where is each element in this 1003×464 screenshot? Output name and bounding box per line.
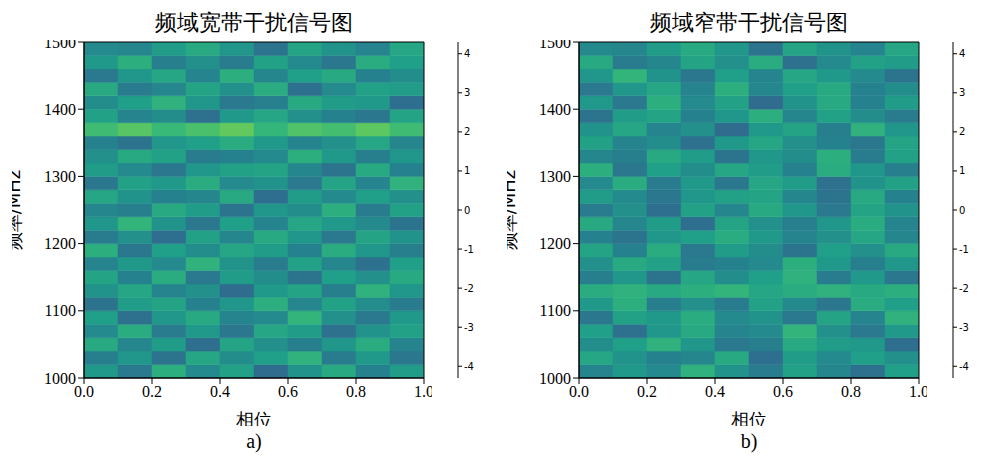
svg-text:1100: 1100 [45, 302, 76, 319]
svg-text:0.0: 0.0 [74, 383, 94, 400]
svg-text:1500: 1500 [44, 40, 76, 51]
svg-text:1200: 1200 [44, 235, 76, 252]
svg-text:1100: 1100 [540, 302, 571, 319]
svg-text:1.0: 1.0 [414, 383, 432, 400]
svg-text:0.2: 0.2 [142, 383, 162, 400]
svg-text:1400: 1400 [44, 101, 76, 118]
svg-text:0: 0 [464, 205, 470, 216]
svg-text:1200: 1200 [539, 235, 571, 252]
html-text:a): a) [246, 430, 262, 452]
svg-text:1000: 1000 [539, 370, 571, 387]
svg-text:1: 1 [959, 165, 965, 176]
svg-text:-3: -3 [464, 322, 474, 333]
svg-text:0.6: 0.6 [773, 383, 793, 400]
svg-text:0.0: 0.0 [569, 383, 589, 400]
svg-text:2: 2 [464, 126, 470, 137]
svg-text:1500: 1500 [539, 40, 571, 51]
svg-text:1: 1 [464, 165, 470, 176]
html-text:b): b) [740, 430, 758, 452]
svg-text:4: 4 [464, 48, 470, 59]
svg-text:0.8: 0.8 [346, 383, 366, 400]
svg-text:-1: -1 [464, 244, 474, 255]
svg-text:0: 0 [959, 205, 965, 216]
svg-text:-3: -3 [959, 322, 969, 333]
svg-text:相位: 相位 [236, 409, 272, 426]
svg-text:-1: -1 [959, 244, 969, 255]
svg-text:2: 2 [959, 126, 965, 137]
svg-text:1400: 1400 [539, 101, 571, 118]
svg-text:0.8: 0.8 [841, 383, 861, 400]
svg-text:1.0: 1.0 [909, 383, 927, 400]
html-text:频域宽带干扰信号图: 频域宽带干扰信号图 [155, 10, 353, 35]
svg-text:-4: -4 [959, 361, 969, 372]
svg-text:1300: 1300 [539, 168, 571, 185]
svg-text:0.4: 0.4 [210, 383, 230, 400]
svg-text:0.6: 0.6 [278, 383, 298, 400]
html-text:频域窄带干扰信号图: 频域窄带干扰信号图 [650, 10, 848, 35]
svg-text:0.4: 0.4 [705, 383, 725, 400]
svg-text:3: 3 [464, 87, 470, 98]
svg-text:-4: -4 [464, 361, 474, 372]
svg-text:4: 4 [959, 48, 965, 59]
svg-text:1000: 1000 [44, 370, 76, 387]
svg-text:频率/MHz: 频率/MHz [12, 170, 24, 251]
svg-text:相位: 相位 [731, 409, 767, 426]
svg-text:0.2: 0.2 [637, 383, 657, 400]
svg-text:-2: -2 [959, 283, 969, 294]
svg-text:1300: 1300 [44, 168, 76, 185]
svg-text:3: 3 [959, 87, 965, 98]
svg-text:-2: -2 [464, 283, 474, 294]
svg-text:频率/MHz: 频率/MHz [507, 170, 519, 251]
